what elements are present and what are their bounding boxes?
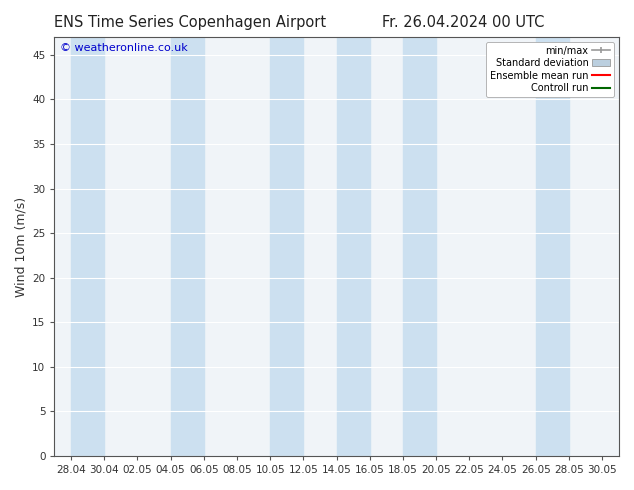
Bar [403,37,436,456]
Bar [270,37,303,456]
Bar [536,37,569,456]
Y-axis label: Wind 10m (m/s): Wind 10m (m/s) [15,196,28,296]
Text: © weatheronline.co.uk: © weatheronline.co.uk [60,43,188,53]
Bar [171,37,204,456]
Text: Fr. 26.04.2024 00 UTC: Fr. 26.04.2024 00 UTC [382,15,544,30]
Bar [337,37,370,456]
Text: ENS Time Series Copenhagen Airport: ENS Time Series Copenhagen Airport [54,15,327,30]
Legend: min/max, Standard deviation, Ensemble mean run, Controll run: min/max, Standard deviation, Ensemble me… [486,42,614,97]
Bar [71,37,104,456]
